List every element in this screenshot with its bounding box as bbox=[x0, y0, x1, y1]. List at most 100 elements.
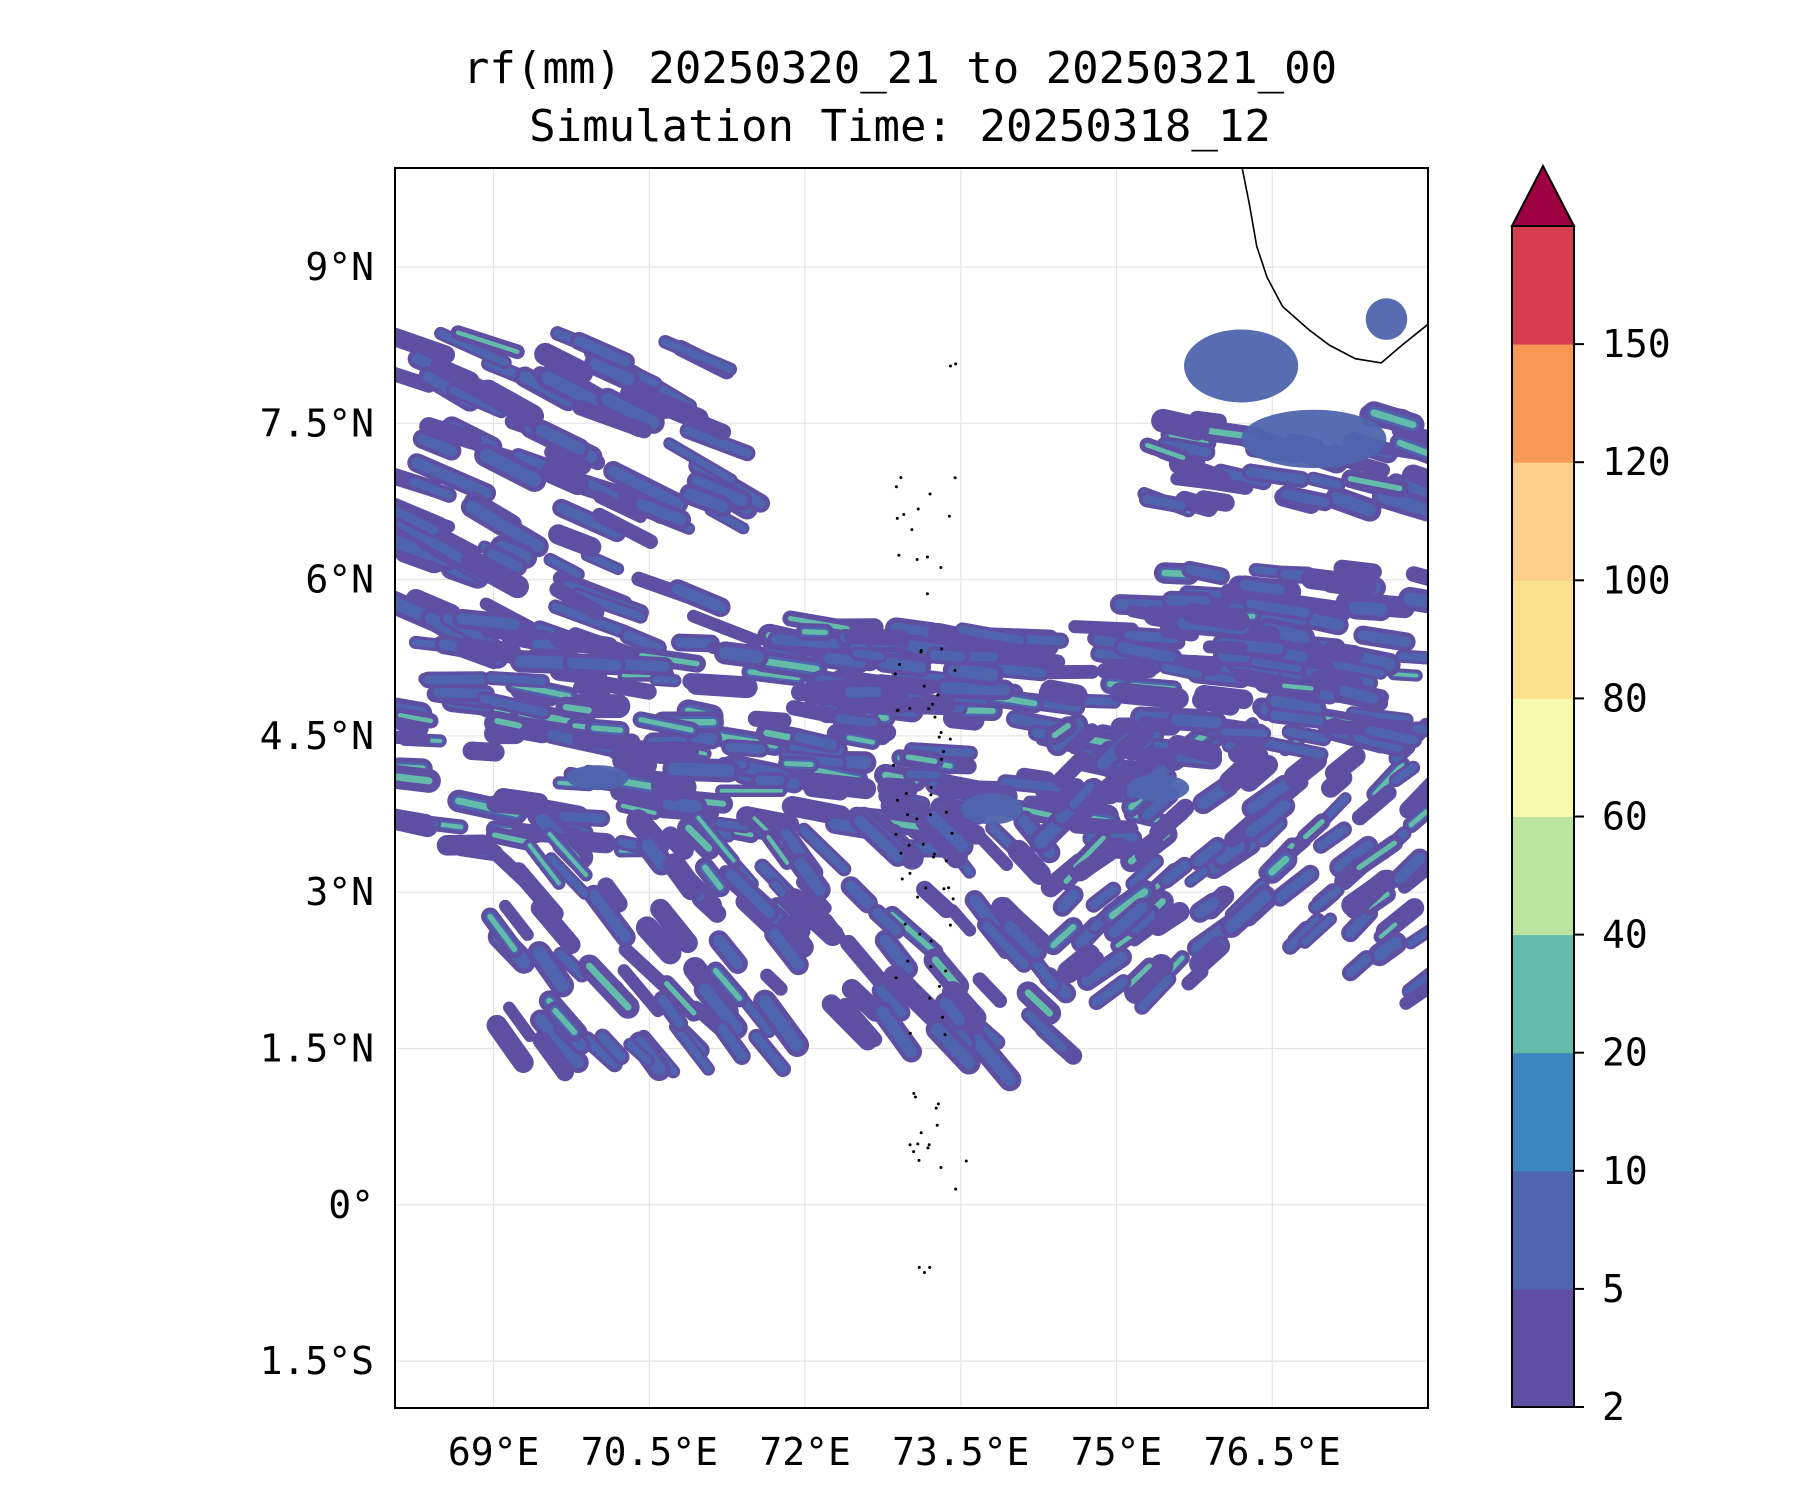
rain-streak bbox=[1007, 839, 1051, 885]
rain-streak bbox=[843, 629, 907, 646]
rain-streak-core bbox=[556, 950, 587, 980]
rain-streak-core bbox=[878, 656, 927, 673]
rain-streak bbox=[1073, 837, 1129, 881]
rain-streak-peak bbox=[783, 761, 814, 767]
rain-streak-core bbox=[1333, 840, 1374, 874]
rain-streak-core bbox=[683, 426, 752, 458]
rain-streak bbox=[503, 1001, 536, 1043]
rain-streak-core bbox=[947, 663, 999, 681]
atoll-island bbox=[922, 1271, 926, 1275]
atoll-island bbox=[899, 476, 903, 480]
rain-streak-core bbox=[1057, 889, 1080, 913]
rain-streak bbox=[486, 795, 545, 817]
rain-streak-peak bbox=[1408, 809, 1428, 828]
atoll-island bbox=[929, 965, 933, 969]
rain-streak-core bbox=[853, 649, 885, 661]
rain-streak-core bbox=[583, 551, 622, 573]
atoll-island bbox=[947, 514, 951, 518]
rain-streak-peak bbox=[562, 703, 592, 714]
rain-streak-core bbox=[456, 613, 520, 630]
rain-streak bbox=[1148, 901, 1190, 937]
rain-streak-core bbox=[713, 934, 744, 970]
colorbar-segment bbox=[1512, 580, 1574, 699]
lat-tick-label: 4.5°N bbox=[260, 714, 374, 758]
atoll-island bbox=[900, 877, 904, 881]
rain-streak-peak bbox=[1396, 439, 1428, 457]
rain-streak bbox=[820, 913, 846, 943]
rain-streak bbox=[686, 673, 758, 699]
rain-streak-core bbox=[1311, 885, 1342, 912]
rain-streak bbox=[760, 968, 788, 996]
rain-streak bbox=[972, 972, 1008, 1008]
rain-patch bbox=[1126, 774, 1190, 802]
rain-streak-core bbox=[905, 770, 941, 779]
rain-streak-core bbox=[417, 433, 458, 457]
rain-streak-core bbox=[958, 625, 1025, 645]
rain-streak-core bbox=[1217, 649, 1260, 663]
rain-streak-core bbox=[495, 540, 532, 564]
rain-streak-core bbox=[794, 858, 826, 896]
rain-streak-core bbox=[582, 1034, 620, 1069]
rain-streak bbox=[1397, 859, 1428, 894]
atoll-island bbox=[942, 887, 946, 891]
atoll-island bbox=[921, 842, 925, 846]
rain-streak bbox=[1194, 490, 1235, 512]
rain-streak bbox=[1096, 662, 1158, 679]
lon-tick-label: 76.5°E bbox=[1204, 1430, 1341, 1474]
rain-streak-peak bbox=[759, 657, 820, 673]
rain-streak-core bbox=[1161, 663, 1203, 679]
rain-streak-core bbox=[1394, 852, 1426, 884]
colorbar-segment bbox=[1512, 816, 1574, 936]
rain-streak bbox=[1134, 836, 1165, 864]
rain-streak-peak bbox=[696, 815, 736, 863]
atoll-island bbox=[944, 859, 948, 863]
atoll-island bbox=[916, 1142, 920, 1146]
rain-streak-core bbox=[479, 448, 541, 487]
rain-streak-core bbox=[1024, 1010, 1067, 1052]
rain-streak-core bbox=[671, 1022, 712, 1073]
rain-streak bbox=[544, 444, 592, 475]
rain-streak bbox=[893, 696, 953, 713]
lat-tick-label: 1.5°S bbox=[260, 1339, 374, 1383]
atoll-island bbox=[894, 976, 898, 980]
atoll-island bbox=[918, 932, 922, 936]
atoll-island bbox=[908, 706, 912, 710]
rain-streak-core bbox=[1239, 579, 1285, 596]
rain-streak bbox=[1399, 776, 1428, 819]
rain-streak-core bbox=[854, 815, 904, 863]
rain-streak bbox=[395, 717, 429, 736]
rain-streak bbox=[1124, 953, 1174, 1005]
rain-streak-peak bbox=[1073, 835, 1106, 869]
rain-streak bbox=[776, 915, 814, 958]
rain-streak bbox=[532, 1031, 574, 1082]
map-panel bbox=[394, 167, 1429, 1409]
atoll-island bbox=[937, 984, 941, 988]
colorbar-segment bbox=[1512, 1052, 1574, 1172]
atoll-island bbox=[917, 1265, 921, 1269]
rain-streak-core bbox=[1137, 974, 1173, 1012]
rain-streak-peak bbox=[397, 713, 434, 724]
rain-streak-core bbox=[661, 338, 734, 374]
rain-streak bbox=[963, 819, 1014, 872]
rain-streak-peak bbox=[591, 725, 624, 733]
rain-streak-core bbox=[684, 488, 729, 513]
atoll-island bbox=[919, 648, 923, 652]
rain-streak-core bbox=[672, 583, 727, 613]
atoll-island bbox=[939, 566, 943, 570]
rain-streak-core bbox=[1405, 971, 1428, 996]
rain-streak-peak bbox=[766, 834, 790, 865]
atoll-island bbox=[929, 939, 933, 943]
atoll-island bbox=[926, 1146, 930, 1150]
rain-patch bbox=[1184, 329, 1299, 403]
rain-streak bbox=[419, 417, 482, 450]
rain-streak-core bbox=[607, 465, 684, 510]
rain-streak-core bbox=[1309, 474, 1343, 489]
rain-streak bbox=[1168, 454, 1232, 490]
rain-streak-peak bbox=[1108, 888, 1149, 920]
rain-streak-core bbox=[1171, 714, 1223, 729]
rain-streak-core bbox=[771, 634, 841, 649]
rain-streak-peak bbox=[395, 773, 433, 785]
rain-streak-peak bbox=[1051, 723, 1071, 739]
rain-streak-core bbox=[556, 503, 622, 538]
atoll-island bbox=[927, 707, 931, 711]
